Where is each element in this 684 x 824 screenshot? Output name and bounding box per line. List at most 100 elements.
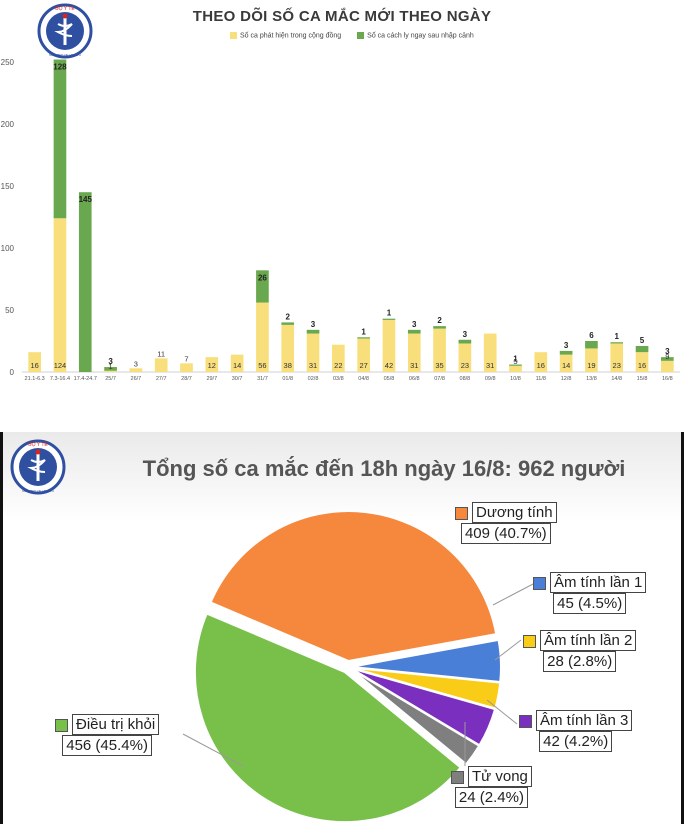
pie-label-neg1: Âm tính lần 1 45 (4.5%)	[533, 572, 647, 614]
x-tick-label: 09/8	[485, 376, 496, 382]
panel-separator	[0, 382, 684, 432]
y-tick-label: 250	[1, 58, 15, 67]
legend-item-community: Số ca phát hiện trong cộng đồng	[230, 32, 341, 39]
bar-community	[53, 218, 67, 372]
pie-label-neg2-name: Âm tính lần 2	[540, 630, 637, 651]
bar-community	[635, 352, 649, 372]
pie-slice-treated	[193, 612, 463, 824]
pie-legend-swatch-neg2	[523, 634, 536, 648]
x-tick-label: 03/8	[333, 376, 344, 382]
x-tick-label: 29/7	[206, 376, 217, 382]
bar-community	[559, 354, 573, 372]
pie-slice-death	[349, 667, 481, 766]
bar-quarantine	[661, 357, 674, 361]
data-label-community: 38	[284, 361, 292, 370]
data-label-community: 23	[613, 361, 621, 370]
logo-text: BỘ Y TẾ	[55, 5, 75, 12]
bar-community	[154, 358, 168, 372]
bar-community	[28, 352, 41, 372]
pie-label-positive-value: 409 (40.7%)	[460, 523, 551, 544]
pie-label-neg1-name: Âm tính lần 1	[550, 572, 647, 593]
pie-label-treated-name: Điều trị khỏi	[72, 714, 160, 735]
x-tick-label: 06/8	[409, 376, 420, 382]
x-tick-label: 10/8	[510, 376, 521, 382]
data-label-quarantine: 3	[412, 320, 417, 329]
pie-slice-positive	[209, 510, 498, 663]
bar-quarantine	[78, 192, 92, 372]
bar-quarantine	[458, 339, 472, 344]
data-label-quarantine: 6	[589, 331, 594, 340]
data-label-community: 124	[54, 361, 67, 370]
x-tick-label: 02/8	[308, 376, 319, 382]
x-tick-label: 28/7	[181, 376, 192, 382]
pie-label-positive-name: Dương tính	[472, 502, 557, 523]
data-label-quarantine: 2	[437, 316, 442, 325]
bar-community	[483, 333, 497, 372]
data-label-community: 19	[587, 361, 595, 370]
data-label-community: 31	[410, 361, 418, 370]
bar-community	[433, 328, 446, 372]
data-label-quarantine: 1	[387, 309, 392, 318]
bar-quarantine	[610, 342, 624, 344]
bar-quarantine	[53, 59, 67, 219]
bar-quarantine	[357, 337, 370, 339]
data-label-community: 5	[513, 357, 517, 366]
bar-community	[306, 333, 320, 372]
bar-quarantine	[635, 345, 649, 353]
bar-quarantine	[509, 364, 522, 366]
bar-quarantine	[306, 329, 320, 334]
pie-leader-line	[182, 733, 244, 767]
bar-community	[230, 354, 244, 372]
bar-community	[534, 352, 548, 372]
x-tick-label: 27/7	[156, 376, 167, 382]
bar-community	[458, 343, 472, 372]
bar-community	[256, 302, 269, 372]
x-tick-label: 30/7	[232, 376, 243, 382]
data-label-quarantine: 128	[53, 63, 67, 72]
x-tick-label: 17.4-24.7	[74, 376, 97, 382]
logo-subtext: MINISTRY OF HEALTH	[49, 53, 81, 57]
bar-community	[407, 333, 421, 372]
data-label-community: 9	[665, 352, 669, 361]
data-label-community: 12	[208, 361, 216, 370]
pie-label-positive: Dương tính 409 (40.7%)	[455, 502, 557, 544]
pie-label-death: Tử vong 24 (2.4%)	[451, 766, 532, 808]
bar-chart: 0501001502002501621.1-6.31241287.3-16.41…	[1, 58, 680, 382]
data-label-quarantine: 5	[640, 336, 645, 345]
logo-subtext-2: MINISTRY OF HEALTH	[22, 489, 54, 493]
legend-label-quarantine: Số ca cách ly ngay sau nhập cảnh	[367, 32, 474, 40]
data-label-community: 27	[359, 361, 367, 370]
bar-community	[332, 344, 345, 372]
data-label-quarantine: 1	[615, 332, 620, 341]
x-tick-label: 7.3-16.4	[50, 376, 70, 382]
data-label-community: 23	[461, 361, 469, 370]
data-label-quarantine: 3	[108, 357, 113, 366]
pie-label-neg2: Âm tính lần 2 28 (2.8%)	[523, 630, 637, 672]
bar-quarantine	[281, 322, 295, 325]
pie-leader-line	[494, 639, 522, 661]
bar-quarantine	[407, 329, 421, 334]
logo-text-2: BỘ Y TẾ	[28, 441, 48, 448]
data-label-quarantine: 1	[361, 327, 366, 336]
data-label-community: 16	[638, 361, 646, 370]
pie-chart	[182, 510, 534, 824]
data-label-quarantine: 3	[311, 320, 316, 329]
data-label-quarantine: 2	[286, 312, 291, 321]
data-label-community: 14	[562, 361, 570, 370]
data-label-community: 11	[157, 349, 165, 358]
y-tick-label: 150	[1, 182, 15, 191]
x-tick-label: 07/8	[434, 376, 445, 382]
data-label-community: 56	[258, 361, 266, 370]
bar-quarantine	[382, 318, 396, 320]
bar-quarantine	[585, 341, 598, 349]
x-tick-label: 14/8	[611, 376, 622, 382]
data-label-community: 31	[309, 361, 317, 370]
x-tick-label: 21.1-6.3	[25, 376, 45, 382]
y-tick-label: 200	[1, 120, 15, 129]
bar-community	[129, 368, 143, 372]
bar-community	[661, 360, 674, 372]
data-label-quarantine: 3	[564, 341, 569, 350]
x-tick-label: 15/8	[637, 376, 648, 382]
data-label-community: 7	[184, 354, 188, 363]
y-tick-label: 50	[5, 306, 14, 315]
